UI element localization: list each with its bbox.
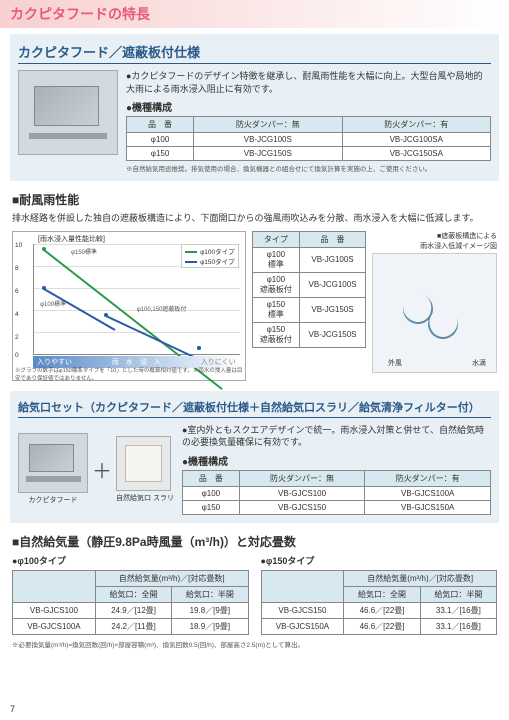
diagram-box: ■遮蔽板構造による 雨水浸入低減イメージ図 外風 水滴 (372, 231, 497, 381)
type-table-wrap: タイプ 品 番 φ100 標準VB-JG100S φ100 遮蔽板付VB-JCG… (252, 231, 366, 381)
th (261, 570, 344, 602)
perf-body: 排水経路を併設した独自の遮蔽板構造により、下面開口からの強風雨吹込みを分散、雨水… (12, 212, 497, 225)
th: 防火ダンパー：有 (342, 117, 490, 133)
td: φ100 標準 (252, 247, 299, 272)
product-combo: カクピタフード ＋ 自然給気口 スラリ (18, 424, 174, 515)
diagram-label: ■遮蔽板構造による 雨水浸入低減イメージ図 (372, 231, 497, 251)
td: 24.2／[11畳] (95, 618, 171, 634)
th: 給気口：全開 (95, 586, 171, 602)
plus-icon: ＋ (92, 455, 112, 484)
col1-label: ●φ100タイプ (12, 554, 249, 567)
td: VB-GJCS150A (261, 618, 344, 634)
airflow-tables: ●φ100タイプ 自然給気量(m³/h)／[対応畳数] 給気口：全開 給気口：半… (12, 554, 497, 635)
annot: φ150標準 (71, 247, 97, 256)
td: φ150 標準 (252, 297, 299, 322)
type-table: タイプ 品 番 φ100 標準VB-JG100S φ100 遮蔽板付VB-JCG… (252, 231, 366, 348)
section-2-bullet: ●室内外ともスクエアデザインで統一。雨水浸入対策と併せて、自然給気時の必要換気量… (182, 424, 491, 449)
product-image-hood-2 (18, 433, 88, 493)
spec-label-2: ●機種構成 (182, 453, 491, 468)
td: VB-JCG100S (300, 272, 366, 297)
th: 品 番 (182, 470, 239, 486)
airflow-table-1: 自然給気量(m³/h)／[対応畳数] 給気口：全開 給気口：半開 VB-GJCS… (12, 570, 249, 635)
td: VB-GJCS100 (239, 486, 365, 500)
diagram-image: 外風 水滴 (372, 253, 497, 373)
section-1-bullet: ●カクピタフードのデザイン特徴を継承し、耐風雨性能を大幅に向上。大型台風や局地的… (126, 70, 491, 95)
th: 自然給気量(m³/h)／[対応畳数] (344, 570, 497, 586)
td: VB-GJCS100 (13, 602, 96, 618)
airflow-note: ※必要換気量(m³/h)=換気回数(回/h)×部屋容積(m³)、換気回数0.5(… (12, 639, 497, 649)
chart-note: ※グラフの数字はφ150標準タイプを「10」とした時の概算相対値です。※雨水の浸… (15, 366, 245, 382)
td: VB-GJCS150 (261, 602, 344, 618)
col2-label: ●φ150タイプ (261, 554, 498, 567)
spec-table-2: 品 番 防火ダンパー：無 防火ダンパー：有 φ100 VB-GJCS100 VB… (182, 470, 491, 515)
perf-header: ■耐風雨性能 (12, 191, 497, 208)
th: 給気口：半開 (172, 586, 248, 602)
product-image-hood (18, 70, 118, 155)
th: 給気口：全開 (344, 586, 420, 602)
section-2-header: 給気口セット（カクピタフード／遮蔽板付仕様＋自然給気口スラリ／給気清浄フィルター… (18, 399, 491, 418)
td: 19.8／[9畳] (172, 602, 248, 618)
legend-item: φ100タイプ (185, 246, 235, 256)
section-1-header: カクピタフード／遮蔽板付仕様 (18, 42, 491, 64)
th: 防火ダンパー：無 (194, 117, 342, 133)
th (13, 570, 96, 602)
td: VB-GJCS150A (365, 500, 491, 514)
td: VB-JCG150SA (342, 147, 490, 161)
th: 自然給気量(m³/h)／[対応畳数] (95, 570, 248, 586)
annot: φ100標準 (40, 299, 66, 308)
td: φ100 (127, 133, 194, 147)
th: 給気口：半開 (420, 586, 496, 602)
spec-table-1: 品 番 防火ダンパー：無 防火ダンパー：有 φ100 VB-JCG100S VB… (126, 116, 491, 161)
chart-legend: φ100タイプ φ150タイプ (181, 244, 239, 268)
annot: φ100,150遮蔽板付 (137, 304, 187, 313)
airflow-table-2: 自然給気量(m³/h)／[対応畳数] 給気口：全開 給気口：半開 VB-GJCS… (261, 570, 498, 635)
section-1: カクピタフード／遮蔽板付仕様 ●カクピタフードのデザイン特徴を継承し、耐風雨性能… (10, 34, 499, 181)
th: タイプ (252, 231, 299, 247)
page-title: カクピタフードの特長 (10, 4, 499, 24)
td: VB-JCG150S (194, 147, 342, 161)
annot-water: 水滴 (472, 358, 486, 368)
td: VB-JCG150S (300, 322, 366, 347)
td: VB-JCG100S (194, 133, 342, 147)
td: 33.1／[16畳] (420, 618, 496, 634)
spec-label: ●機種構成 (126, 99, 491, 114)
td: 46.6／[22畳] (344, 618, 420, 634)
th: 防火ダンパー：無 (239, 470, 365, 486)
page-number: 7 (10, 704, 15, 714)
td: φ150 遮蔽板付 (252, 322, 299, 347)
airflow-header: ■自然給気量（静圧9.8Pa時風量（m³/h)）と対応畳数 (12, 533, 497, 550)
td: VB-GJCS150 (239, 500, 365, 514)
td: VB-JG100S (300, 247, 366, 272)
td: VB-GJCS100A (365, 486, 491, 500)
th: 防火ダンパー：有 (365, 470, 491, 486)
chart-area: [雨水浸入量性能比較] φ150標準 φ100標準 φ100,150遮蔽板付 1… (12, 231, 497, 381)
img-label-2: 自然給気口 スラリ (116, 493, 174, 503)
th: 品 番 (127, 117, 194, 133)
td: VB-GJCS100A (13, 618, 96, 634)
th: 品 番 (300, 231, 366, 247)
section-2: 給気口セット（カクピタフード／遮蔽板付仕様＋自然給気口スラリ／給気清浄フィルター… (10, 391, 499, 523)
chart-title: [雨水浸入量性能比較] (38, 234, 105, 244)
page-title-bar: カクピタフードの特長 (0, 0, 509, 28)
img-label-1: カクピタフード (18, 495, 88, 505)
product-image-slari (116, 436, 171, 491)
td: 18.9／[9畳] (172, 618, 248, 634)
td: φ150 (127, 147, 194, 161)
td: φ100 (182, 486, 239, 500)
td: φ150 (182, 500, 239, 514)
line-chart: [雨水浸入量性能比較] φ150標準 φ100標準 φ100,150遮蔽板付 1… (12, 231, 246, 381)
legend-item: φ150タイプ (185, 256, 235, 266)
td: φ100 遮蔽板付 (252, 272, 299, 297)
td: VB-JCG100SA (342, 133, 490, 147)
note: ※自然給気用途推奨。排気使用の場合、換気機器との組合せにて換気計算を実施の上、ご… (126, 163, 491, 173)
td: 24.9／[12畳] (95, 602, 171, 618)
annot-wind: 外風 (388, 358, 402, 368)
td: 46.6／[22畳] (344, 602, 420, 618)
td: 33.1／[16畳] (420, 602, 496, 618)
td: VB-JG150S (300, 297, 366, 322)
